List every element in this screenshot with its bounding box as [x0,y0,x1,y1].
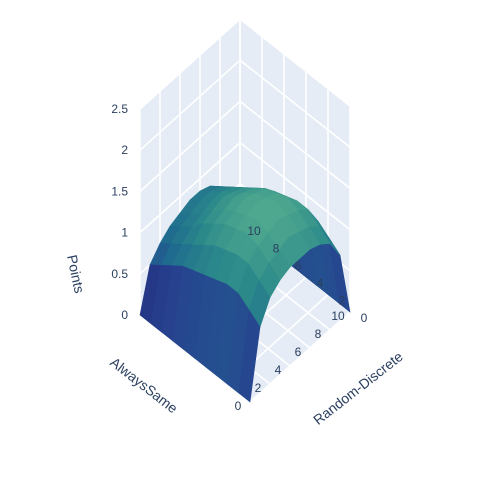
x-tick-label: 4 [275,363,282,377]
x-tick-label: 8 [315,327,322,341]
surface [139,185,351,403]
z-tick-label: 0 [121,308,128,322]
y-tick-label: 0 [361,311,368,325]
grid-line [239,59,351,148]
x-tick-label: 10 [331,309,345,323]
surface-patch [238,309,261,403]
y-tick-label: 4 [317,276,324,290]
z-tick-label: 1 [121,226,128,240]
y-axis-title: Random-Discrete [310,348,406,428]
grid-line [139,18,241,110]
grid-line [139,142,241,234]
grid-line [249,311,351,403]
z-tick-label: 0.5 [111,267,128,281]
z-tick-label: 2 [121,143,128,157]
grid-line [239,18,351,107]
grid-line [139,59,241,151]
z-axis-title: Points [64,253,88,294]
y-tick-label: 2 [339,294,346,308]
x-tick-label: 2 [255,381,262,395]
y-tick-label: 10 [247,224,261,238]
y-tick-label: 6 [295,259,302,273]
x-tick-label: 6 [295,345,302,359]
grid-line [239,100,351,190]
x-axis-title: AlwaysSame [107,354,181,417]
z-tick-label: 2.5 [111,102,128,116]
y-tick-label: 8 [273,241,280,255]
z-tick-label: 1.5 [111,184,128,198]
grid-line [139,100,241,192]
grid-line [239,141,351,231]
x-tick-label: 0 [235,399,242,413]
